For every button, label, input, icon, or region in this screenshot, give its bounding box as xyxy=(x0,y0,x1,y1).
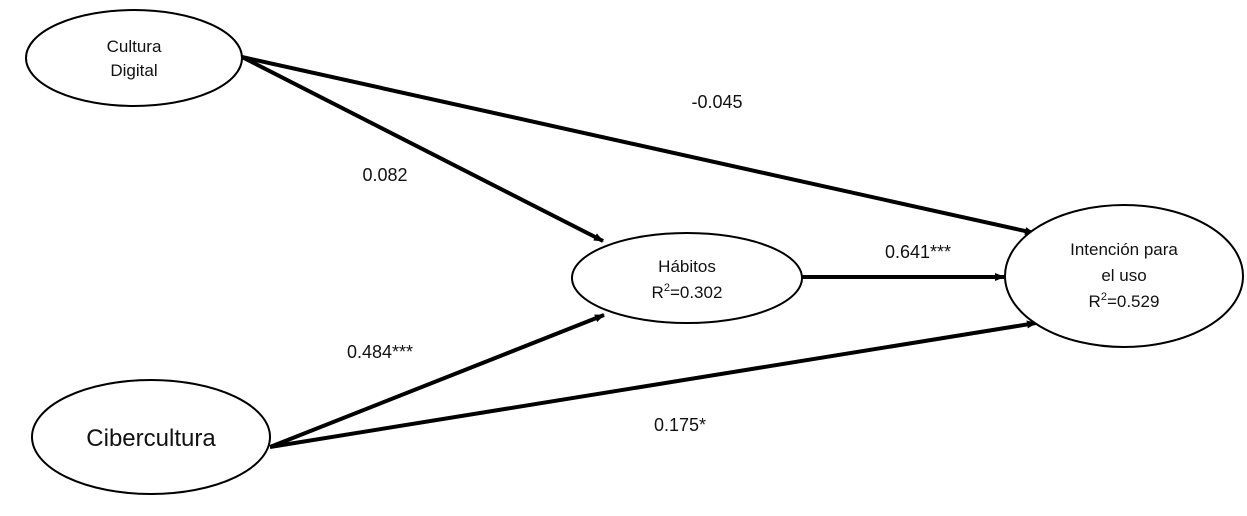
node-intencion-r2-prefix: R xyxy=(1089,292,1101,311)
node-habitos-ellipse xyxy=(571,232,803,324)
arrow-cultura-to-intencion xyxy=(241,55,1035,235)
node-intencion-r2-value: =0.529 xyxy=(1107,292,1159,311)
node-habitos-r2-value: =0.302 xyxy=(670,283,722,302)
node-habitos-r2-prefix: R xyxy=(652,283,664,302)
coef-cultura-to-habitos: 0.082 xyxy=(362,165,407,185)
node-cibercultura: Cibercultura xyxy=(31,379,271,495)
node-cibercultura-ellipse xyxy=(31,379,271,495)
node-cibercultura-label: Cibercultura xyxy=(86,425,216,452)
node-intencion-r2: R2=0.529 xyxy=(1089,291,1160,311)
arrow-cibercultura-to-habitos xyxy=(269,313,605,449)
node-intencion: Intención para el uso R2=0.529 xyxy=(1004,204,1244,348)
node-cultura-digital-line1: Cultura xyxy=(107,37,162,56)
node-intencion-line1: Intención para xyxy=(1070,240,1178,259)
arrow-cultura-to-habitos xyxy=(241,55,604,243)
coef-habitos-to-intencion: 0.641*** xyxy=(885,242,951,262)
node-cultura-digital-ellipse xyxy=(25,9,243,107)
coef-cibercultura-to-habitos: 0.484*** xyxy=(347,342,413,362)
node-cultura-digital-line2: Digital xyxy=(110,61,157,80)
node-habitos-r2: R2=0.302 xyxy=(652,282,723,302)
node-cultura-digital: Cultura Digital xyxy=(25,9,243,107)
node-habitos-label: Hábitos xyxy=(658,257,716,276)
arrow-cibercultura-to-intencion xyxy=(269,320,1037,449)
coef-cultura-to-intencion: -0.045 xyxy=(691,92,742,112)
node-intencion-ellipse xyxy=(1004,204,1244,348)
node-habitos: Hábitos R2=0.302 xyxy=(571,232,803,324)
coef-cibercultura-to-intencion: 0.175* xyxy=(654,415,706,435)
node-intencion-line2: el uso xyxy=(1101,266,1146,285)
node-habitos-r2-sup: 2 xyxy=(664,282,670,294)
node-intencion-r2-sup: 2 xyxy=(1101,291,1107,303)
